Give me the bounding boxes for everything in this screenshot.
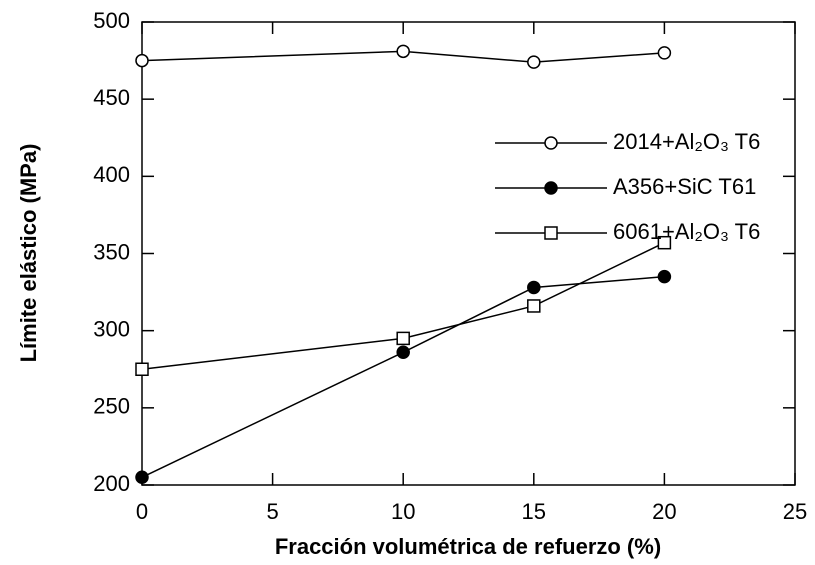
x-axis-label: Fracción volumétrica de refuerzo (%) <box>275 534 661 559</box>
y-tick-label: 300 <box>93 316 130 341</box>
y-tick-label: 450 <box>93 85 130 110</box>
y-tick-label: 250 <box>93 394 130 419</box>
marker <box>527 280 541 295</box>
marker <box>396 44 410 59</box>
marker <box>396 331 410 346</box>
marker <box>135 362 149 376</box>
series-line <box>141 50 665 63</box>
y-axis-label: Límite elástico (MPa) <box>16 144 41 363</box>
marker <box>527 299 541 313</box>
y-tick-label: 350 <box>93 239 130 264</box>
legend-label: 6061+Al₂O₃ T6 <box>613 219 760 244</box>
series-line <box>141 242 665 370</box>
legend-marker <box>544 136 558 150</box>
series-line <box>141 275 665 478</box>
marker <box>135 53 149 68</box>
marker <box>657 235 672 250</box>
y-tick-label: 500 <box>93 8 130 33</box>
marker <box>657 46 672 60</box>
y-tick-label: 400 <box>93 162 130 187</box>
legend-marker <box>544 226 558 240</box>
x-tick-label: 5 <box>266 499 278 524</box>
x-tick-label: 15 <box>522 499 546 524</box>
legend-marker <box>544 181 558 195</box>
x-tick-label: 20 <box>652 499 676 524</box>
legend-label: 2014+Al₂O₃ T6 <box>613 129 760 154</box>
plot-frame <box>141 21 796 486</box>
x-tick-label: 10 <box>391 499 415 524</box>
marker <box>396 345 410 360</box>
marker <box>657 269 672 284</box>
y-tick-label: 200 <box>93 471 130 496</box>
x-tick-label: 0 <box>136 499 148 524</box>
legend-label: A356+SiC T61 <box>613 174 756 199</box>
marker <box>135 470 149 485</box>
marker <box>527 55 541 69</box>
x-tick-label: 25 <box>783 499 807 524</box>
